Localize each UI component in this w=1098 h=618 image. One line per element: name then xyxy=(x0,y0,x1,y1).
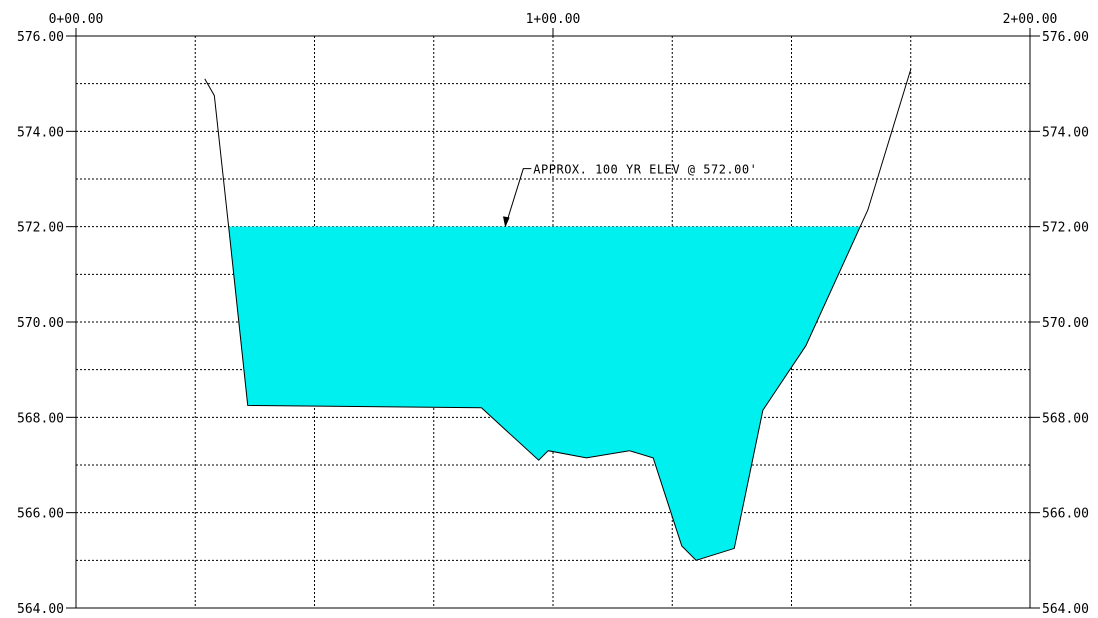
ground-profile-line xyxy=(204,69,912,561)
label-layer: 576.00 576.00 574.00 574.00 572.00 572.00 570.… xyxy=(17,12,1089,617)
y-tick-label-left: 564.00 xyxy=(17,602,64,617)
x-tick-label: 1+00.00 xyxy=(526,12,581,27)
y-tick-label-left: 570.00 xyxy=(17,316,64,331)
y-tick-label-left: 568.00 xyxy=(17,411,64,426)
y-tick-label-left: 566.00 xyxy=(17,507,64,522)
y-tick-label-left: 576.00 xyxy=(17,30,64,45)
x-tick-label: 2+00.00 xyxy=(1003,12,1058,27)
y-tick-label-right: 574.00 xyxy=(1042,125,1089,140)
callout-arrowhead xyxy=(502,216,510,228)
y-tick-label-right: 566.00 xyxy=(1042,507,1089,522)
y-tick-label-right: 570.00 xyxy=(1042,316,1089,331)
profile-layer xyxy=(204,69,912,561)
callout-label: APPROX. 100 YR ELEV @ 572.00' xyxy=(533,163,757,177)
y-tick-label-right: 572.00 xyxy=(1042,221,1089,236)
y-tick-label-left: 574.00 xyxy=(17,125,64,140)
callout-leader xyxy=(504,168,532,227)
y-tick-label-right: 564.00 xyxy=(1042,602,1089,617)
y-tick-label-left: 572.00 xyxy=(17,221,64,236)
flood-fill-layer xyxy=(228,226,861,561)
y-tick-label-right: 576.00 xyxy=(1042,30,1089,45)
flood-area xyxy=(228,226,861,561)
y-tick-label-right: 568.00 xyxy=(1042,411,1089,426)
x-tick-label: 0+00.00 xyxy=(49,12,104,27)
